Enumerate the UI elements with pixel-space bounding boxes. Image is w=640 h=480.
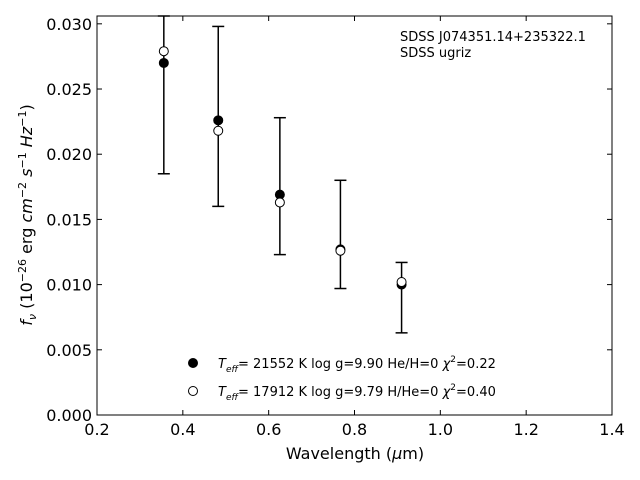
point-series2-1 — [213, 125, 224, 136]
axis-ticks: 0.2 0.4 0.6 0.8 1.0 1.2 1.4 0.000 0.005 0.010 0.01… — [46, 15, 625, 439]
x-tick-label-6: 1.4 — [599, 420, 624, 439]
legend-entry-2: Teff= 17912 K log g=9.79 H/He=0 χ2=0.40 — [218, 383, 496, 403]
annotation-photometry: SDSS ugriz — [400, 46, 471, 61]
annotation-object-name: SDSS J074351.14+235322.1 — [400, 30, 586, 45]
point-series2-4 — [396, 277, 407, 287]
x-tick-label-3: 0.8 — [342, 420, 367, 439]
plot-frame — [96, 15, 613, 416]
legend: Teff= 21552 K log g=9.90 He/H=0 χ2=0.22 … — [188, 355, 496, 403]
y-axis-label: fν (10−26 erg cm−2 s−1 Hz−1) — [16, 104, 39, 325]
x-tick-label-0: 0.2 — [84, 420, 109, 439]
point-series1-1 — [213, 115, 224, 126]
data-points — [158, 46, 407, 290]
error-bars — [157, 15, 408, 334]
y-tick-label-5: 0.025 — [46, 80, 92, 99]
x-tick-label-2: 0.6 — [256, 420, 281, 439]
y-tick-label-1: 0.005 — [46, 341, 92, 360]
point-series1-0 — [158, 57, 169, 68]
legend-entry-1: Teff= 21552 K log g=9.90 He/H=0 χ2=0.22 — [218, 355, 496, 375]
y-tick-label-2: 0.010 — [46, 276, 92, 295]
y-tick-label-4: 0.020 — [46, 145, 92, 164]
y-tick-label-3: 0.015 — [46, 210, 92, 229]
point-series2-2 — [274, 197, 285, 208]
y-tick-label-0: 0.000 — [46, 406, 92, 425]
legend-marker-filled — [188, 358, 198, 368]
legend-marker-open — [188, 386, 198, 396]
y-tick-label-6: 0.030 — [46, 15, 92, 34]
point-series2-0 — [158, 46, 169, 57]
x-tick-label-1: 0.4 — [170, 420, 195, 439]
x-tick-label-4: 1.0 — [428, 420, 453, 439]
x-axis-label: Wavelength (μm) — [286, 444, 424, 463]
x-tick-label-5: 1.2 — [513, 420, 538, 439]
point-series2-3 — [335, 245, 346, 256]
